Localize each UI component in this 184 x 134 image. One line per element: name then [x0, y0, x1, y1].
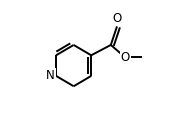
- Text: O: O: [121, 51, 130, 64]
- Text: O: O: [112, 12, 122, 25]
- Text: N: N: [46, 69, 55, 82]
